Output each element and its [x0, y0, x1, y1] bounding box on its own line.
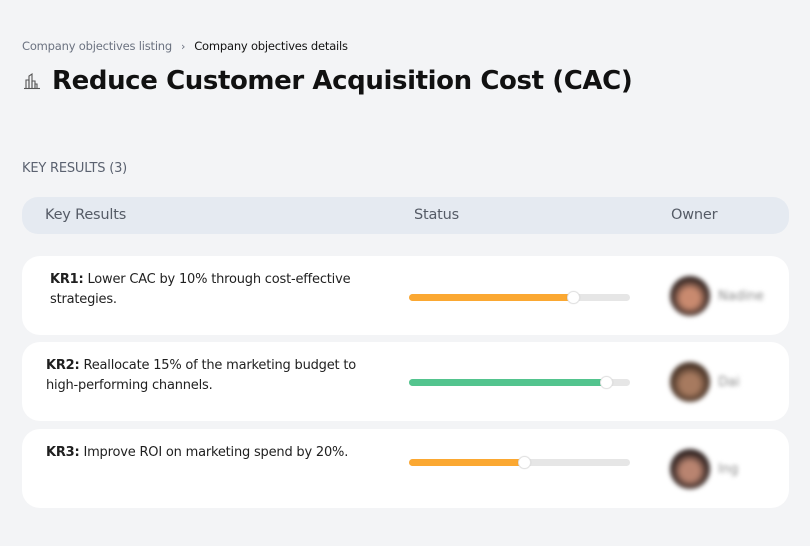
column-header-status: Status	[414, 207, 460, 223]
owner-name: Ing	[718, 461, 739, 477]
breadcrumb-link-listing[interactable]: Company objectives listing	[22, 39, 172, 53]
progress-fill	[409, 459, 524, 466]
owner-name: Dai	[718, 374, 740, 390]
owner-name: Nadine	[718, 288, 764, 304]
key-result-row-2[interactable]: KR2: Reallocate 15% of the marketing bud…	[22, 342, 789, 421]
owner[interactable]: Dai	[670, 362, 740, 402]
progress-fill	[409, 294, 573, 301]
breadcrumb: Company objectives listing › Company obj…	[22, 39, 348, 53]
page-header: Reduce Customer Acquisition Cost (CAC)	[22, 66, 633, 96]
key-result-row-1[interactable]: KR1: Lower CAC by 10% through cost-effec…	[22, 256, 789, 335]
key-results-section-label: KEY RESULTS (3)	[22, 161, 128, 176]
key-result-id: KR1:	[50, 272, 84, 287]
key-result-id: KR2:	[46, 358, 80, 373]
avatar	[670, 276, 710, 316]
key-result-description: KR3: Improve ROI on marketing spend by 2…	[46, 445, 349, 460]
progress-fill	[409, 379, 606, 386]
key-result-description: KR1: Lower CAC by 10% through cost-effec…	[50, 272, 351, 307]
progress-slider[interactable]	[409, 456, 630, 469]
page-title: Reduce Customer Acquisition Cost (CAC)	[52, 66, 633, 96]
buildings-icon	[22, 71, 42, 91]
avatar	[670, 449, 710, 489]
progress-slider-thumb[interactable]	[566, 291, 580, 304]
progress-slider-thumb[interactable]	[599, 376, 613, 389]
column-header-key-results: Key Results	[45, 207, 127, 223]
key-result-row-3[interactable]: KR3: Improve ROI on marketing spend by 2…	[22, 429, 789, 508]
table-header: Key Results Status Owner	[22, 197, 789, 234]
owner[interactable]: Nadine	[670, 276, 764, 316]
key-result-description: KR2: Reallocate 15% of the marketing bud…	[46, 358, 356, 393]
progress-slider[interactable]	[409, 291, 630, 304]
key-result-id: KR3:	[46, 445, 80, 460]
progress-slider-thumb[interactable]	[517, 456, 531, 469]
progress-slider[interactable]	[409, 376, 630, 389]
column-header-owner: Owner	[671, 207, 718, 223]
chevron-right-icon: ›	[181, 39, 186, 53]
owner[interactable]: Ing	[670, 449, 738, 489]
breadcrumb-current-details: Company objectives details	[194, 39, 348, 53]
avatar	[670, 362, 710, 402]
